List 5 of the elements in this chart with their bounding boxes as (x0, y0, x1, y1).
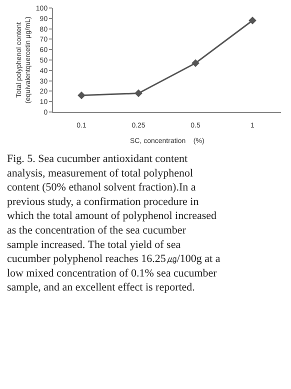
point (192, 59, 200, 68)
point (134, 89, 142, 98)
text: Fig. 5. Sea cucumber antioxidant content analysis, measurement of total polyphenol content (50% ethanol solvent fraction).In a previous study, a confirmation procedure in which the total amount of polyphenol increased as the concentration of the sea cucumber sample increased. The total yield of sea cucumber polyphenol reaches 16.25㎍/100g at a low mixed concentration of 0.1% sea cucumber sample, and an excellent effect is reported. (7, 153, 220, 294)
point (78, 91, 86, 100)
point (248, 16, 256, 24)
